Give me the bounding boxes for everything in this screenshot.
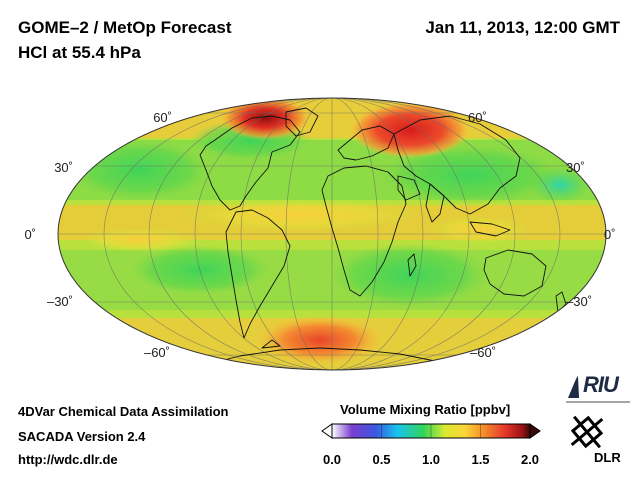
lat-label-30s-right: –30˚ bbox=[566, 294, 592, 309]
hcl-field bbox=[58, 98, 606, 370]
lat-label-30s-left: –30˚ bbox=[47, 294, 73, 309]
lat-label-30n-right: 30˚ bbox=[566, 160, 585, 175]
riu-logo-mark bbox=[566, 376, 630, 403]
lat-label-60n-left: 60˚ bbox=[153, 110, 172, 125]
riu-logo: RIU bbox=[583, 372, 619, 397]
footer-method: 4DVar Chemical Data Assimilation bbox=[18, 404, 229, 419]
colorbar-min-arrow bbox=[321, 423, 333, 439]
footer-url: http://wdc.dlr.de bbox=[18, 452, 118, 467]
dlr-logo-mark bbox=[570, 415, 604, 449]
lat-label-0-right: 0˚ bbox=[604, 227, 616, 242]
lat-labels-left: 60˚ 30˚ 0˚ –30˚ –60˚ bbox=[24, 110, 172, 360]
map-subtitle: HCl at 55.4 hPa bbox=[18, 43, 141, 62]
dlr-logo: DLR bbox=[594, 450, 621, 465]
lat-label-30n-left: 30˚ bbox=[54, 160, 73, 175]
lat-labels-right: 60˚ 30˚ 0˚ –30˚ –60˚ bbox=[468, 110, 616, 360]
lat-label-60s-left: –60˚ bbox=[144, 345, 170, 360]
forecast-date: Jan 11, 2013, 12:00 GMT bbox=[425, 18, 620, 37]
lat-label-60n-right: 60˚ bbox=[468, 110, 487, 125]
colorbar-title: Volume Mixing Ratio [ppbv] bbox=[340, 402, 511, 417]
colorbar-tick-label: 2.0 bbox=[520, 452, 540, 467]
lat-label-60s-right: –60˚ bbox=[470, 345, 496, 360]
colorbar-tick-label: 0.0 bbox=[322, 452, 342, 467]
map-title: GOME–2 / MetOp Forecast bbox=[18, 18, 232, 37]
colorbar-max-arrow bbox=[529, 423, 541, 439]
graticule bbox=[58, 98, 606, 370]
map-border bbox=[57, 97, 607, 371]
lat-label-0-left: 0˚ bbox=[24, 227, 36, 242]
colorbar bbox=[321, 423, 541, 439]
colorbar-tick-marks bbox=[381, 424, 481, 438]
colorbar-tick-label: 1.0 bbox=[421, 452, 441, 467]
colorbar-tick-label: 0.5 bbox=[372, 452, 391, 467]
colorbar-tick-label: 1.5 bbox=[471, 452, 490, 467]
footer-version: SACADA Version 2.4 bbox=[18, 429, 146, 444]
